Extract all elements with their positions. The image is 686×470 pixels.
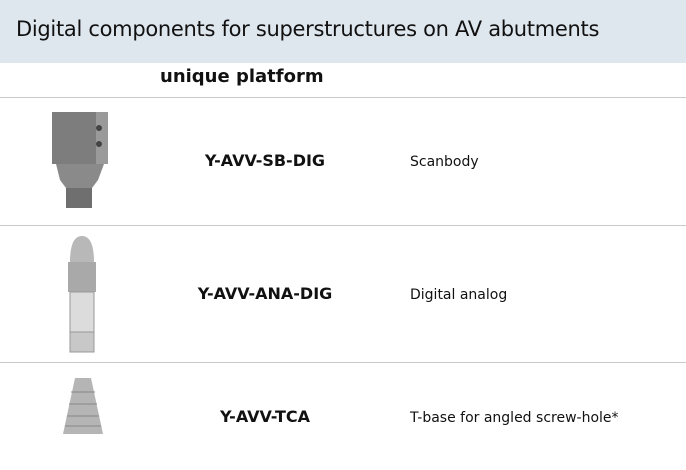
product-code: Y-AVV-ANA-DIG [197,284,333,303]
product-code: Y-AVV-SB-DIG [204,151,326,170]
product-description: Digital analog [410,287,508,303]
header-band: Digital components for superstructures o… [0,0,686,63]
tbase-image [63,378,103,434]
analog-image [68,236,96,353]
divider [0,225,686,226]
product-code: Y-AVV-TCA [219,407,311,426]
divider [0,97,686,98]
header-title: Digital components for superstructures o… [16,17,600,41]
column-header: unique platform [160,66,324,87]
divider [0,362,686,363]
product-description: T-base for angled screw-hole* [410,410,619,426]
product-description: Scanbody [410,154,479,170]
scanbody-image [52,112,108,208]
